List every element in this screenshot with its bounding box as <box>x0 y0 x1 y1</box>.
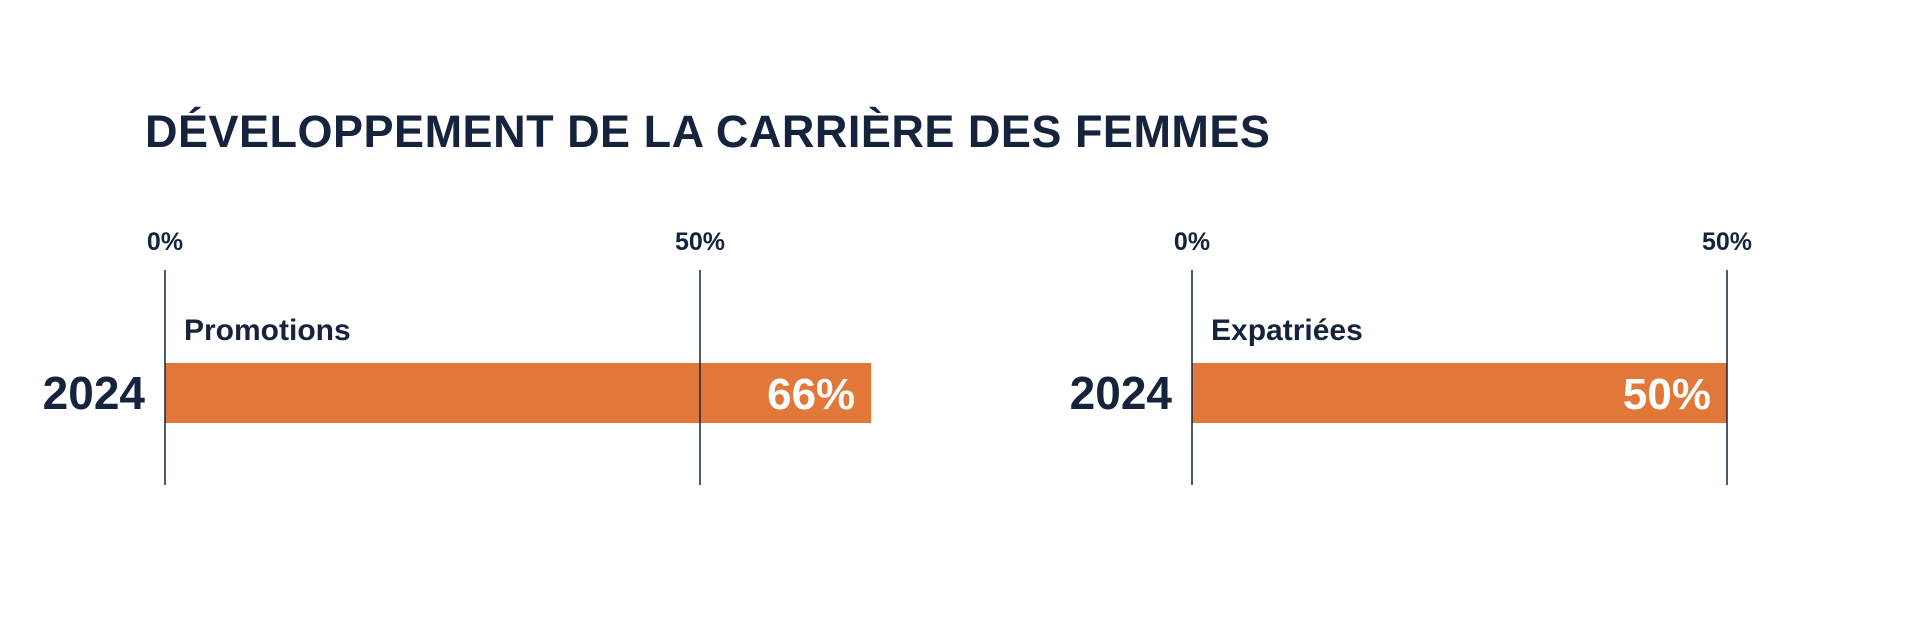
x-tick-label: 0% <box>147 228 183 256</box>
bar-2024 <box>1192 363 1727 423</box>
chart-title: DÉVELOPPEMENT DE LA CARRIÈRE DES FEMMES <box>145 106 1271 157</box>
chart-panel-2: 0% 50% Expatriées 2024 50% <box>1070 228 1752 485</box>
bar-2024 <box>165 363 872 423</box>
value-label: 66% <box>767 370 855 419</box>
category-label: 2024 <box>1070 367 1173 419</box>
x-tick-label: 50% <box>1702 228 1752 256</box>
series-label: Promotions <box>184 314 351 347</box>
chart-panel-1: 0% 50% Promotions 2024 66% <box>43 228 872 485</box>
category-label: 2024 <box>43 367 146 419</box>
value-label: 50% <box>1623 370 1711 419</box>
series-label: Expatriées <box>1211 314 1363 347</box>
x-tick-label: 0% <box>1174 228 1210 256</box>
x-tick-label: 50% <box>675 228 725 256</box>
